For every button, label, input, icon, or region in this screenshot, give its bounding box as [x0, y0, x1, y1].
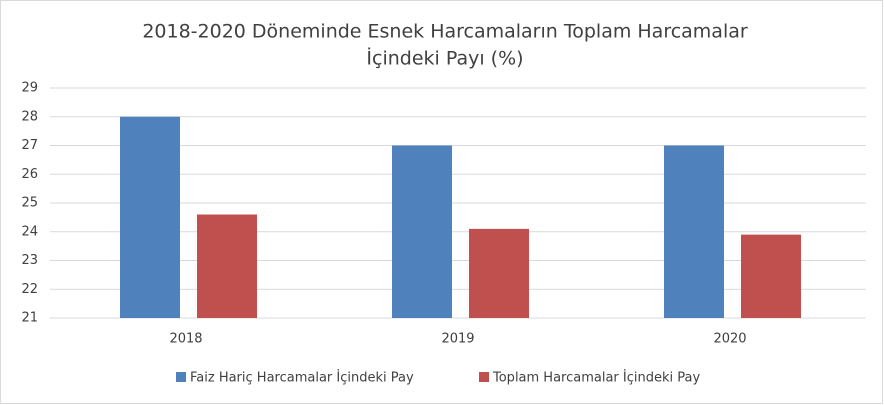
- bar: [197, 214, 257, 318]
- y-tick-label: 25: [21, 196, 38, 211]
- bar: [741, 234, 801, 318]
- y-tick-label: 22: [21, 282, 38, 297]
- y-tick-label: 23: [21, 253, 38, 268]
- legend-swatch: [176, 372, 186, 382]
- bar: [392, 145, 452, 318]
- bar: [469, 228, 529, 318]
- x-tick-label: 2020: [713, 332, 746, 347]
- bar: [664, 145, 724, 318]
- y-tick-label: 29: [21, 81, 38, 96]
- legend-label: Toplam Harcamalar İçindeki Pay: [492, 370, 700, 386]
- x-tick-label: 2018: [169, 332, 202, 347]
- y-tick-label: 26: [21, 167, 38, 182]
- legend-label: Faiz Hariç Harcamalar İçindeki Pay: [190, 370, 414, 386]
- chart-title: 2018-2020 Döneminde Esnek Harcamaların T…: [142, 21, 748, 43]
- y-tick-label: 27: [21, 138, 38, 153]
- y-tick-label: 28: [21, 109, 38, 124]
- bar: [120, 116, 180, 318]
- x-tick-label: 2019: [441, 332, 474, 347]
- y-tick-label: 21: [21, 311, 38, 326]
- y-tick-label: 24: [21, 224, 38, 239]
- legend-swatch: [479, 372, 489, 382]
- chart-title: İçindeki Payı (%): [366, 47, 523, 70]
